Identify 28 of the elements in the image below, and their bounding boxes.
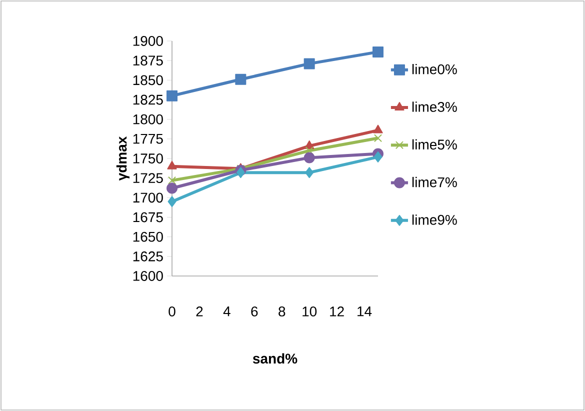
x-tick-label: 6 xyxy=(251,306,258,316)
legend-label: lime7% xyxy=(412,176,457,188)
y-tick-label: 1850 xyxy=(133,75,163,86)
legend-label: lime9% xyxy=(412,214,457,225)
y-tick-label: 1725 xyxy=(133,173,163,184)
y-tick-label: 1625 xyxy=(133,251,163,262)
legend-label: lime0% xyxy=(412,64,457,74)
x-tick-label: 4 xyxy=(223,306,230,316)
y-tick-label: 1675 xyxy=(133,212,163,222)
y-tick-label: 1775 xyxy=(133,134,163,144)
x-tick-label: 2 xyxy=(196,306,203,316)
y-tick-label: 1825 xyxy=(133,94,163,105)
y-tick-label: 1800 xyxy=(133,114,163,124)
y-tick-label: 1600 xyxy=(133,271,163,281)
y-axis-title: γdmax xyxy=(116,136,130,181)
x-axis-title: sand% xyxy=(252,353,298,364)
y-tick-label: 1875 xyxy=(133,56,163,66)
legend-label: lime5% xyxy=(412,139,457,150)
x-tick-label: 0 xyxy=(168,306,176,316)
y-tick-label: 1900 xyxy=(133,36,163,46)
y-tick-label: 1650 xyxy=(133,232,163,242)
x-tick-label: 14 xyxy=(358,306,372,316)
x-tick-label: 8 xyxy=(278,306,286,316)
x-tick-label: 10 xyxy=(302,306,317,316)
legend-label: lime3% xyxy=(412,102,457,112)
y-tick-label: 1750 xyxy=(133,154,163,164)
y-tick-label: 1700 xyxy=(133,192,163,203)
x-tick-label: 12 xyxy=(330,306,344,316)
